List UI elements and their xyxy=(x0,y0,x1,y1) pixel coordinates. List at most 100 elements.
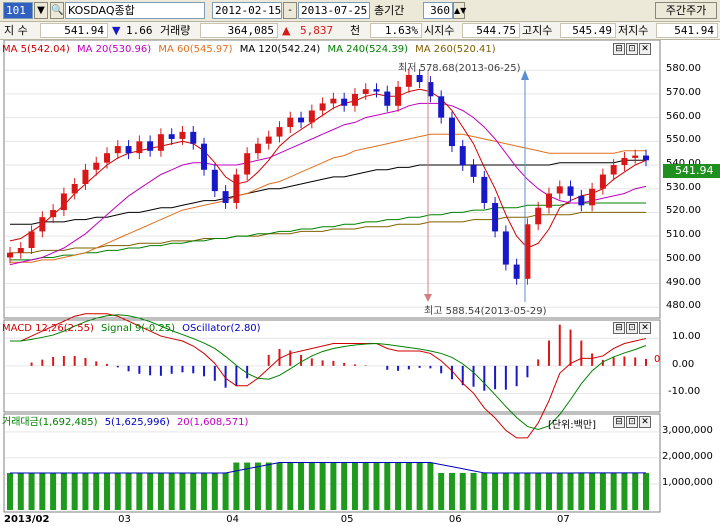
volume-bar xyxy=(190,472,197,510)
current-price-tag: 541.94 xyxy=(663,164,720,178)
macd-tick-label: 0.00 xyxy=(672,358,695,370)
volume-bar xyxy=(643,472,649,510)
signal-line xyxy=(10,314,647,430)
candle-down xyxy=(298,117,305,123)
candle-up xyxy=(545,193,552,208)
volume-bar xyxy=(222,472,229,510)
minimize-icon[interactable]: ⊟ xyxy=(613,43,625,55)
candle-up xyxy=(351,93,358,106)
symbol-dropdown-button[interactable]: ▼ xyxy=(34,2,48,19)
price-tick-label: 500.00 xyxy=(666,252,701,264)
date-range-dash[interactable]: - xyxy=(283,2,297,19)
legend-ma120: MA 120(542.24) xyxy=(239,44,321,55)
index-value: 541.94 xyxy=(40,23,108,38)
candle-down xyxy=(373,89,380,92)
volume-bar xyxy=(125,472,132,510)
candle-up xyxy=(157,134,164,151)
period-stepper[interactable]: ▲▼ xyxy=(453,2,466,19)
x-axis-month-label: 07 xyxy=(556,514,570,525)
symbol-name-field[interactable]: KOSDAQ종합 xyxy=(65,2,205,19)
volume-unit: 천 xyxy=(350,24,361,37)
volume-bar xyxy=(481,472,488,510)
volume-bar xyxy=(556,472,563,510)
candle-up xyxy=(556,186,563,194)
candle-up xyxy=(71,184,78,194)
volume-bar xyxy=(545,472,552,510)
candle-down xyxy=(147,141,154,151)
close-icon[interactable]: ✕ xyxy=(639,416,651,428)
candle-up xyxy=(136,141,143,154)
volume-bar xyxy=(405,462,412,510)
start-date-field[interactable]: 2012-02-15 xyxy=(212,2,282,19)
price-tick-label: 510.00 xyxy=(666,229,701,241)
price-panel-window-buttons: ⊟ ⊡ ✕ xyxy=(612,43,651,56)
maximize-icon[interactable]: ⊡ xyxy=(626,322,638,334)
macd-zero-marker: 0 xyxy=(654,354,661,365)
period-input[interactable]: 360 xyxy=(423,2,453,19)
minimize-icon[interactable]: ⊟ xyxy=(613,322,625,334)
candle-down xyxy=(567,186,574,196)
legend-oscillator: OScillator(2.80) xyxy=(182,323,261,334)
volume-bar xyxy=(298,462,305,510)
candle-up xyxy=(319,103,326,111)
volume-bar xyxy=(168,472,175,510)
volume-bar xyxy=(254,462,261,510)
volume-panel-window-buttons: ⊟ ⊡ ✕ xyxy=(612,416,651,429)
candle-up xyxy=(276,127,283,137)
period-label: 총기간 xyxy=(374,4,405,17)
volume-tick-label: 2,000,000 xyxy=(662,450,713,462)
volume-tick-label: 1,000,000 xyxy=(662,476,713,488)
candle-up xyxy=(7,252,13,258)
volume-bar xyxy=(470,472,477,510)
maximize-icon[interactable]: ⊡ xyxy=(626,43,638,55)
candle-up xyxy=(599,174,606,189)
price-tick-label: 530.00 xyxy=(666,181,701,193)
minimize-icon[interactable]: ⊟ xyxy=(613,416,625,428)
volume-bar xyxy=(395,462,402,510)
price-tick-label: 480.00 xyxy=(666,300,701,312)
volume-bar xyxy=(578,472,585,510)
weekly-price-button[interactable]: 주간주가 xyxy=(655,2,717,19)
macd-panel-window-buttons: ⊟ ⊡ ✕ xyxy=(612,322,651,335)
low-value: 541.94 xyxy=(656,23,718,38)
candle-down xyxy=(513,264,520,279)
volume-bar xyxy=(114,472,121,510)
volume-bar xyxy=(147,472,154,510)
volume-bar xyxy=(82,472,89,510)
candle-up xyxy=(632,155,639,158)
volume-bar xyxy=(7,473,13,510)
close-icon[interactable]: ✕ xyxy=(639,43,651,55)
legend-ma240: MA 240(524.39) xyxy=(327,44,408,55)
candle-down xyxy=(201,143,208,170)
candle-up xyxy=(60,193,67,211)
volume-ma5-line xyxy=(9,461,647,474)
price-legend: MA 5(542.04) MA 20(530.96) MA 60(545.97)… xyxy=(2,42,500,57)
legend-macd: MACD 12,26(2.55) xyxy=(2,323,94,334)
volume-bar xyxy=(244,462,251,510)
ma240-line xyxy=(10,202,646,261)
maximize-icon[interactable]: ⊡ xyxy=(626,416,638,428)
candle-down xyxy=(502,231,509,265)
candle-up xyxy=(405,74,412,87)
volume-bar xyxy=(276,462,283,510)
candlesticks xyxy=(7,69,649,285)
candle-up xyxy=(621,157,628,166)
candle-up xyxy=(535,207,542,225)
candle-up xyxy=(610,165,617,175)
candle-up xyxy=(104,153,111,163)
volume-bar xyxy=(50,473,57,510)
end-date-field[interactable]: 2013-07-25 xyxy=(298,2,370,19)
legend-vol-ma20: 20(1,608,571) xyxy=(176,417,249,428)
macd-legend: MACD 12,26(2.55) Signal 9(-0.25) OScilla… xyxy=(2,321,265,336)
volume-up-icon: ▲ xyxy=(282,24,291,37)
ma120-line xyxy=(10,159,646,225)
volume-bar xyxy=(567,472,574,510)
high-label: 고지수 xyxy=(522,24,553,37)
chart-canvas[interactable] xyxy=(0,40,720,527)
volume-bar xyxy=(104,472,111,510)
volume-bar xyxy=(265,462,272,510)
symbol-code-field[interactable]: 101 xyxy=(3,2,33,19)
search-icon[interactable]: 🔍 xyxy=(50,2,64,19)
close-icon[interactable]: ✕ xyxy=(639,322,651,334)
legend-turnover: 거래대금(1,692,485) xyxy=(2,417,98,428)
